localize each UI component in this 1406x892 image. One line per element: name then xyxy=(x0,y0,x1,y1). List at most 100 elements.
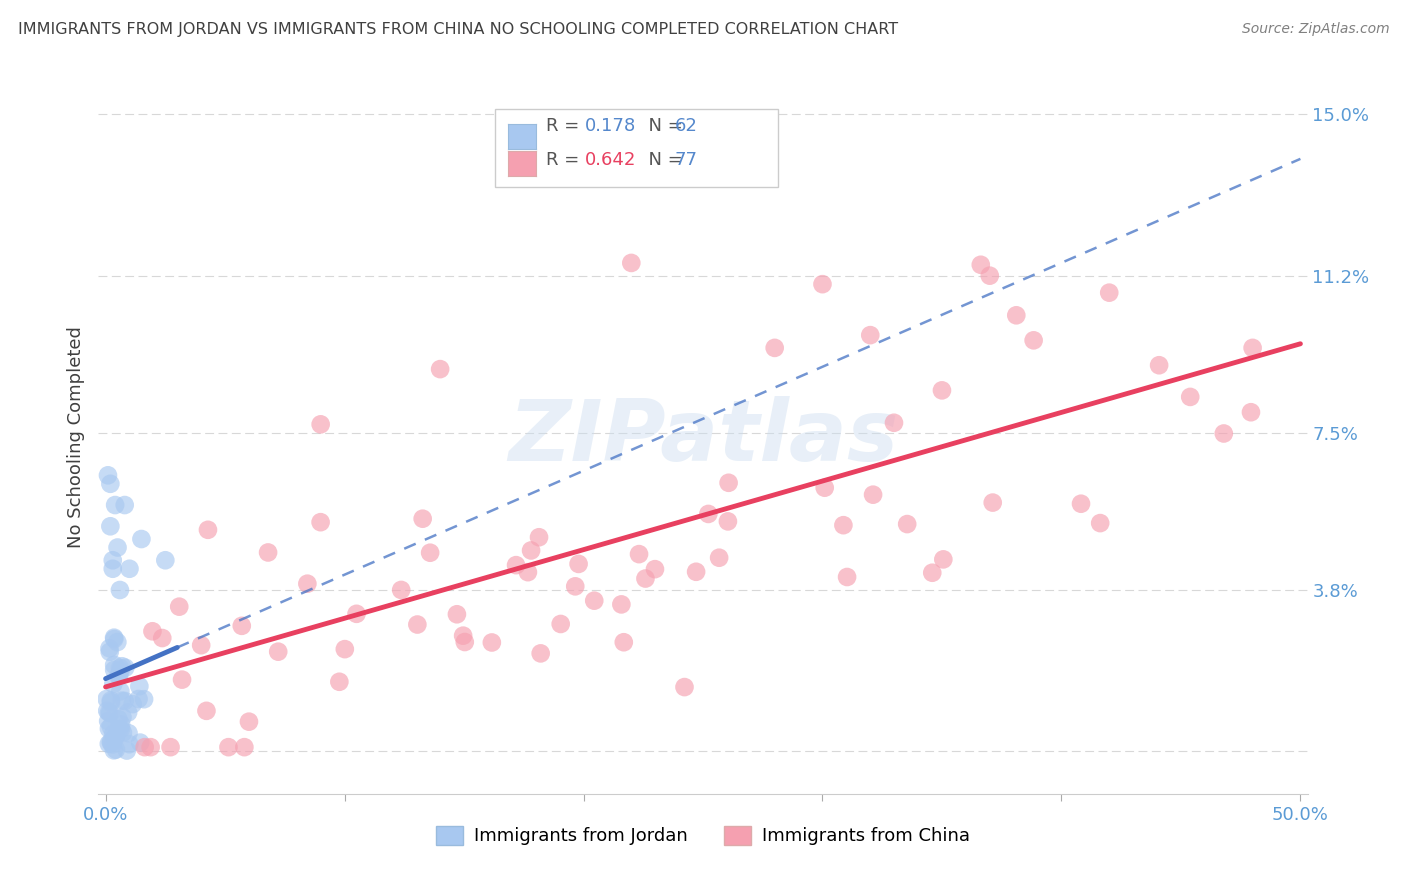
Text: 0.642: 0.642 xyxy=(585,151,637,169)
Point xyxy=(1088,516,1111,530)
Point xyxy=(1147,358,1170,372)
Point xyxy=(613,635,636,649)
Point xyxy=(550,617,572,632)
Text: 62: 62 xyxy=(675,117,697,135)
Point xyxy=(297,576,319,591)
Point xyxy=(697,507,720,521)
Point xyxy=(159,740,181,755)
Point xyxy=(117,726,139,740)
Point xyxy=(811,277,834,292)
Point xyxy=(217,740,239,755)
Point xyxy=(896,517,918,532)
Point xyxy=(333,642,356,657)
Point xyxy=(111,659,134,673)
Point xyxy=(110,664,132,678)
Point xyxy=(505,558,527,573)
Point xyxy=(100,735,122,749)
Point xyxy=(520,543,543,558)
Point xyxy=(412,512,434,526)
Text: N =: N = xyxy=(637,117,689,135)
Point xyxy=(108,668,131,682)
Point xyxy=(167,599,190,614)
Point xyxy=(195,704,218,718)
Point xyxy=(717,514,740,528)
Point xyxy=(100,720,122,734)
Point xyxy=(527,530,550,544)
Point xyxy=(101,553,124,567)
Text: 0.178: 0.178 xyxy=(585,117,636,135)
Point xyxy=(644,562,666,576)
Point xyxy=(1240,405,1263,419)
Point xyxy=(346,607,368,621)
Point xyxy=(97,714,120,728)
Point xyxy=(108,723,131,737)
Point xyxy=(129,736,152,750)
Text: R =: R = xyxy=(546,117,585,135)
Point xyxy=(170,673,193,687)
Point xyxy=(114,661,136,675)
Point xyxy=(979,268,1001,283)
Text: ZIPatlas: ZIPatlas xyxy=(508,395,898,479)
Point xyxy=(454,635,477,649)
Point xyxy=(103,727,125,741)
Point xyxy=(257,545,280,559)
Point xyxy=(107,669,129,683)
Point xyxy=(1098,285,1121,300)
Point xyxy=(118,737,141,751)
Point xyxy=(134,740,156,755)
Point xyxy=(98,476,121,491)
Point xyxy=(97,706,120,720)
Point xyxy=(96,692,118,706)
Point xyxy=(516,565,538,579)
Point xyxy=(673,680,696,694)
Point xyxy=(111,710,134,724)
Point xyxy=(1212,426,1234,441)
Point xyxy=(104,731,127,745)
Text: IMMIGRANTS FROM JORDAN VS IMMIGRANTS FROM CHINA NO SCHOOLING COMPLETED CORRELATI: IMMIGRANTS FROM JORDAN VS IMMIGRANTS FRO… xyxy=(18,22,898,37)
Point xyxy=(859,328,882,343)
Point xyxy=(238,714,260,729)
Text: Source: ZipAtlas.com: Source: ZipAtlas.com xyxy=(1241,22,1389,37)
Point xyxy=(107,712,129,726)
Point xyxy=(105,635,128,649)
Point xyxy=(309,417,332,432)
Point xyxy=(103,631,125,645)
Point xyxy=(98,706,121,720)
Point xyxy=(132,692,155,706)
Text: 77: 77 xyxy=(675,151,697,169)
Point xyxy=(707,550,730,565)
Point xyxy=(100,695,122,709)
Point xyxy=(155,553,177,567)
Point xyxy=(970,258,993,272)
Point xyxy=(451,629,474,643)
Point xyxy=(530,646,553,660)
Point xyxy=(685,565,707,579)
Point xyxy=(932,552,955,566)
Y-axis label: No Schooling Completed: No Schooling Completed xyxy=(66,326,84,548)
Point xyxy=(103,743,125,757)
Point xyxy=(610,598,633,612)
Point xyxy=(108,661,131,675)
Point xyxy=(1241,341,1264,355)
Point xyxy=(96,704,118,718)
Point xyxy=(814,481,837,495)
Point xyxy=(389,582,412,597)
Point xyxy=(103,663,125,677)
Point xyxy=(104,742,127,756)
Point xyxy=(104,498,127,512)
Point xyxy=(139,740,162,755)
Point xyxy=(883,416,905,430)
Point xyxy=(110,722,132,736)
Point xyxy=(328,674,350,689)
Point xyxy=(121,697,143,711)
Point xyxy=(97,722,120,736)
Point xyxy=(100,736,122,750)
Point xyxy=(103,632,125,646)
Point xyxy=(862,488,884,502)
Point xyxy=(103,677,125,691)
Point xyxy=(628,547,651,561)
Point xyxy=(233,740,256,755)
Text: N =: N = xyxy=(637,151,689,169)
Point xyxy=(131,532,153,546)
Point xyxy=(128,679,150,693)
